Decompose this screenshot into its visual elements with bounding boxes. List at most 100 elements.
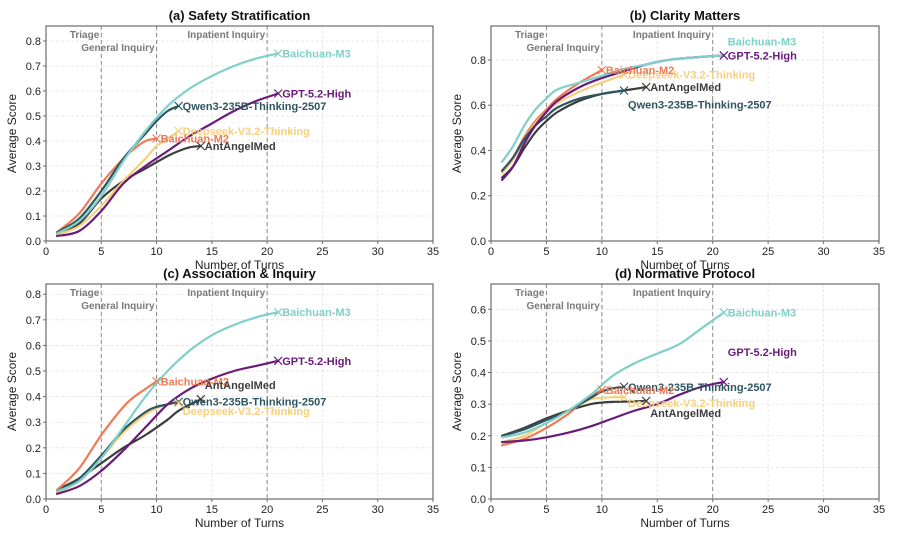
end-marker-antangelmed xyxy=(196,394,206,404)
phase-label-general-inquiry: General Inquiry xyxy=(81,43,155,54)
series-line-baichuan-m3 xyxy=(56,52,280,235)
series-label-baichuan-m3: Baichuan-M3 xyxy=(282,307,350,319)
series-line-baichuan-m3 xyxy=(501,54,725,163)
series-line-antangelmed xyxy=(501,399,648,437)
plot-frame xyxy=(45,25,434,242)
series-label-qwen3-235b-thinking-2507: Qwen3-235B-Thinking-2507 xyxy=(183,101,327,113)
x-tick-label: 30 xyxy=(372,504,384,516)
x-tick-label: 25 xyxy=(762,246,774,258)
y-tick-label: 0.8 xyxy=(26,289,41,301)
y-tick-label: 0.1 xyxy=(26,468,41,480)
end-marker-qwen3-235b-thinking-2507 xyxy=(174,101,184,111)
series-line-baichuan-m3 xyxy=(501,311,725,439)
end-marker-baichuan-m2 xyxy=(597,65,607,75)
end-marker-antangelmed xyxy=(641,396,651,406)
x-tick-label: 30 xyxy=(372,246,384,258)
y-tick-label: 0.2 xyxy=(26,186,41,198)
series-label-deepseek-v3-2-thinking: Deepseek-V3.2-Thinking xyxy=(183,126,310,138)
series-line-gpt-5-2-high xyxy=(56,92,280,238)
y-tick-label: 0.4 xyxy=(471,145,486,157)
y-tick-label: 0.4 xyxy=(26,392,41,404)
x-tick-label: 20 xyxy=(707,504,719,516)
end-marker-deepseek-v3-2-thinking xyxy=(619,70,629,80)
x-tick-label: 0 xyxy=(43,504,49,516)
series-label-deepseek-v3-2-thinking: Deepseek-V3.2-Thinking xyxy=(628,70,755,82)
series-label-qwen3-235b-thinking-2507: Qwen3-235B-Thinking-2507 xyxy=(628,100,772,112)
x-tick-label: 0 xyxy=(488,504,494,516)
series-label-deepseek-v3-2-thinking: Deepseek-V3.2-Thinking xyxy=(628,398,755,410)
y-tick-label: 0.6 xyxy=(471,304,486,316)
y-tick-label: 0.0 xyxy=(471,494,486,506)
plot-frame xyxy=(490,25,880,242)
end-marker-baichuan-m2 xyxy=(152,376,161,386)
chart-title: (d) Normative Protocol xyxy=(615,266,755,281)
series-label-qwen3-235b-thinking-2507: Qwen3-235B-Thinking-2507 xyxy=(628,382,772,394)
y-tick-label: 0.7 xyxy=(26,315,41,327)
end-marker-baichuan-m3 xyxy=(273,307,283,317)
phase-label-inpatient-inquiry: Inpatient Inquiry xyxy=(633,288,711,299)
series-line-baichuan-m3 xyxy=(56,311,280,493)
x-tick-label: 25 xyxy=(316,504,328,516)
x-tick-label: 30 xyxy=(817,504,829,516)
phase-label-inpatient-inquiry: Inpatient Inquiry xyxy=(187,288,265,299)
plot-frame xyxy=(45,283,434,500)
y-tick-label: 0.2 xyxy=(26,443,41,455)
phase-label-triage: Triage xyxy=(515,30,545,41)
series-line-baichuan-m2 xyxy=(56,380,158,492)
x-tick-label: 15 xyxy=(651,246,663,258)
end-marker-antangelmed xyxy=(641,82,651,92)
chart-title: (c) Association & Inquiry xyxy=(163,266,316,281)
x-axis-label: Number of Turns xyxy=(195,516,284,530)
x-tick-label: 10 xyxy=(596,246,608,258)
x-tick-label: 5 xyxy=(543,504,549,516)
x-tick-label: 5 xyxy=(98,504,104,516)
y-tick-label: 0.5 xyxy=(26,366,41,378)
x-tick-label: 10 xyxy=(150,246,162,258)
end-marker-deepseek-v3-2-thinking xyxy=(174,126,184,136)
end-marker-baichuan-m3 xyxy=(719,308,729,317)
x-tick-label: 15 xyxy=(206,504,218,516)
x-tick-label: 30 xyxy=(817,246,829,258)
series-line-baichuan-m2 xyxy=(56,137,158,234)
end-marker-qwen3-235b-thinking-2507 xyxy=(619,382,629,392)
x-tick-label: 5 xyxy=(543,246,549,258)
y-tick-label: 0.8 xyxy=(471,55,486,67)
x-tick-label: 35 xyxy=(873,504,885,516)
phase-label-general-inquiry: General Inquiry xyxy=(526,43,600,54)
y-tick-label: 0.5 xyxy=(26,111,41,123)
y-axis-label: Average Score xyxy=(5,94,19,173)
series-line-deepseek-v3-2-thinking xyxy=(56,129,180,236)
series-label-baichuan-m2: Baichuan-M2 xyxy=(606,65,674,77)
series-label-baichuan-m2: Baichuan-M2 xyxy=(161,376,229,388)
y-axis-label: Average Score xyxy=(450,94,464,173)
y-tick-label: 0.0 xyxy=(471,236,486,248)
y-tick-label: 0.3 xyxy=(471,399,486,411)
series-label-qwen3-235b-thinking-2507: Qwen3-235B-Thinking-2507 xyxy=(183,397,327,409)
series-label-antangelmed: AntAngelMed xyxy=(650,408,721,420)
end-marker-baichuan-m2 xyxy=(152,134,161,143)
y-tick-label: 0.1 xyxy=(471,462,486,474)
y-axis-label: Average Score xyxy=(5,352,19,431)
panel-association-inquiry: Triage General Inquiry Inpatient Inquiry 0 5… xyxy=(5,266,439,530)
y-tick-label: 0.7 xyxy=(26,61,41,73)
x-axis-label: Number of Turns xyxy=(640,516,729,530)
x-tick-label: 20 xyxy=(261,504,273,516)
x-tick-label: 10 xyxy=(150,504,162,516)
y-tick-label: 0.6 xyxy=(471,100,486,112)
end-marker-antangelmed xyxy=(196,141,206,151)
y-tick-label: 0.2 xyxy=(471,431,486,443)
y-tick-label: 0.3 xyxy=(26,417,41,429)
x-tick-label: 15 xyxy=(651,504,663,516)
series-label-antangelmed: AntAngelMed xyxy=(205,380,276,392)
end-marker-deepseek-v3-2-thinking xyxy=(619,392,629,402)
x-tick-label: 15 xyxy=(206,246,218,258)
x-tick-label: 0 xyxy=(43,246,49,258)
end-marker-gpt-5-2-high xyxy=(719,377,729,387)
phase-label-inpatient-inquiry: Inpatient Inquiry xyxy=(633,30,711,41)
end-marker-gpt-5-2-high xyxy=(273,356,283,366)
y-tick-label: 0.4 xyxy=(26,136,41,148)
y-tick-label: 0.0 xyxy=(26,494,41,506)
series-line-baichuan-m2 xyxy=(501,69,603,172)
x-axis-label: Number of Turns xyxy=(640,258,729,272)
